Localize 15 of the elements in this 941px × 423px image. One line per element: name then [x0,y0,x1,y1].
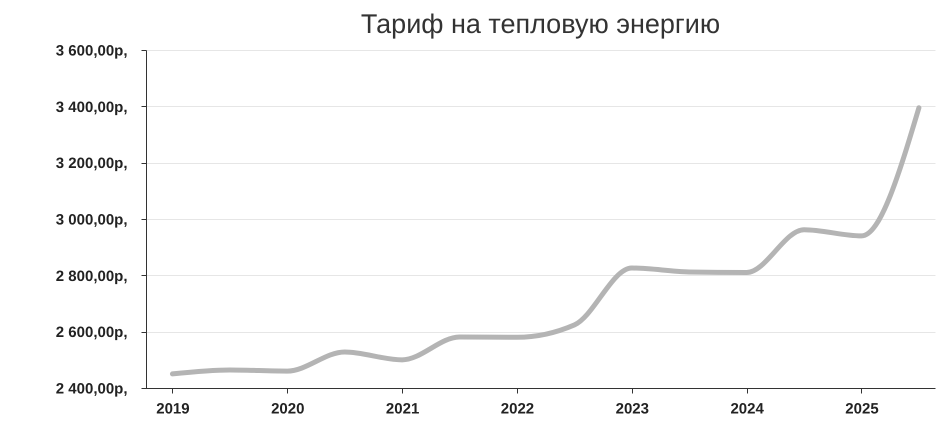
x-tick-label: 2024 [730,400,764,418]
y-tick-label: 2 800,00р, [56,268,128,285]
x-tick-label: 2020 [271,400,304,418]
y-tick-label: 2 400,00р, [56,380,128,398]
y-tick-label: 3 600,00р, [56,42,128,60]
y-tick-label: 3 000,00р, [56,212,128,228]
x-tick-label: 2019 [156,400,190,418]
x-tick-label: 2022 [500,400,534,418]
y-tick-label: 2 600,00р, [56,324,128,342]
chart-title: Тариф на тепловую энергию [360,9,720,39]
x-tick-label: 2021 [386,400,420,418]
x-tick-label: 2025 [845,400,879,418]
y-tick-label: 3 400,00р, [56,98,128,116]
y-tick-label: 3 200,00р, [56,155,128,172]
x-tick-label: 2023 [616,400,649,418]
